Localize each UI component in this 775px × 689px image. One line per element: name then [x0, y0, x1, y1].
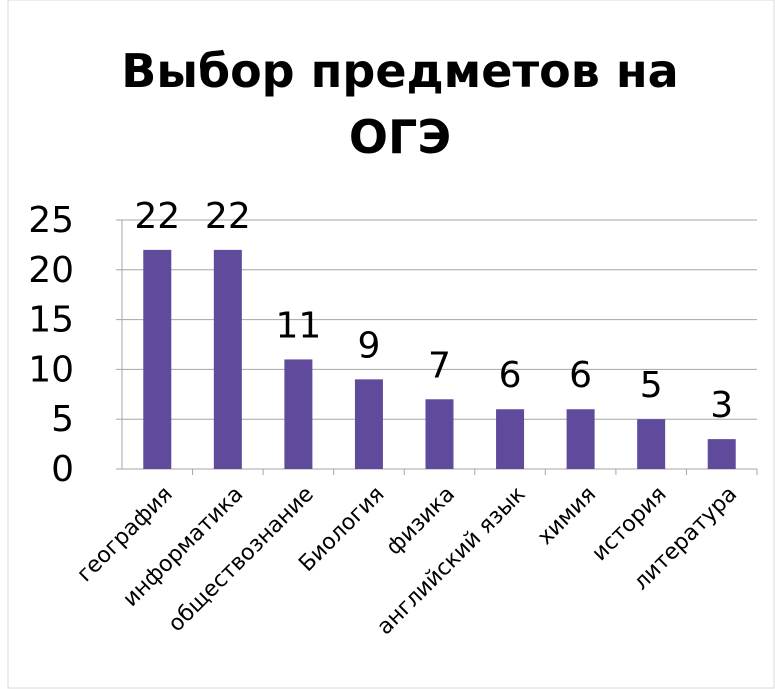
y-tick-label: 15 — [28, 300, 74, 341]
chart-title: Выбор предметов на ОГЭ — [121, 44, 679, 164]
bar — [213, 249, 242, 469]
bar — [496, 409, 525, 469]
bar — [637, 419, 666, 469]
y-tick-label: 25 — [28, 200, 74, 241]
data-label: 9 — [357, 325, 380, 366]
chart-border — [7, 0, 775, 689]
data-label: 3 — [710, 385, 733, 426]
bar — [284, 359, 313, 469]
bar — [425, 399, 454, 469]
data-label: 6 — [499, 355, 522, 396]
data-label: 7 — [428, 345, 451, 386]
data-label: 22 — [134, 196, 180, 237]
y-tick-label: 5 — [51, 399, 74, 440]
x-tick-label: информатика — [118, 482, 248, 612]
data-label: 11 — [275, 305, 321, 346]
bar — [354, 379, 383, 469]
y-tick-label: 10 — [28, 349, 74, 390]
x-tick-label: химия — [533, 482, 601, 550]
data-label: 5 — [640, 365, 663, 406]
bar — [566, 409, 595, 469]
y-tick-label: 20 — [28, 250, 74, 291]
bar — [707, 439, 736, 469]
data-label: 22 — [205, 196, 251, 237]
y-tick-label: 0 — [51, 449, 74, 490]
bar — [143, 249, 172, 469]
data-label: 6 — [569, 355, 592, 396]
